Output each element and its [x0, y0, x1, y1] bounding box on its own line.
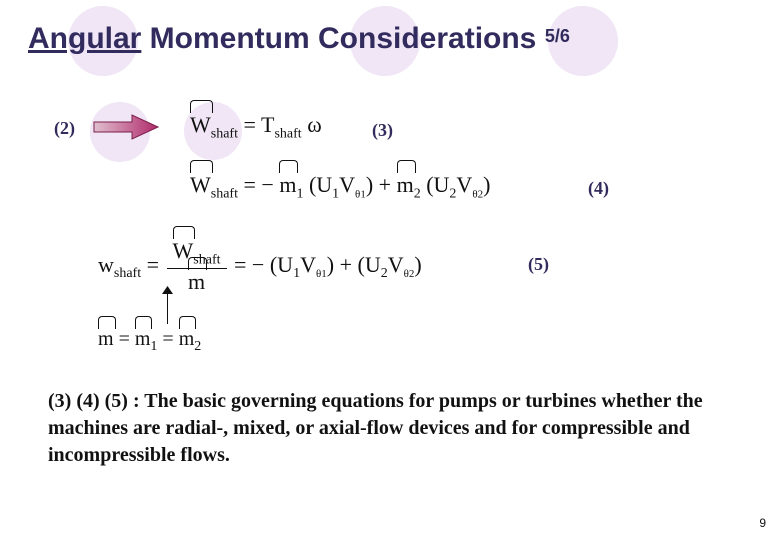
label-3: (3) [372, 120, 393, 141]
pointer-line [167, 290, 168, 324]
title-rest: Momentum Considerations [141, 22, 536, 55]
label-5: (5) [528, 254, 549, 275]
title-sup: 5/6 [545, 26, 570, 46]
equation-5: wshaft = Wshaft m = − (U1Vθ1) + (U2Vθ2) [98, 238, 422, 295]
label-4: (4) [588, 178, 609, 199]
page-title: Angular Momentum Considerations 5/6 [28, 22, 570, 56]
equation-4: Wshaft = − m1 (U1Vθ1) + m2 (U2Vθ2) [190, 172, 490, 202]
title-underlined: Angular [28, 22, 141, 55]
pointer-arrowhead [162, 286, 173, 294]
arrow-icon [92, 112, 162, 142]
equation-3: Wshaft = Tshaft ω [190, 112, 322, 142]
body-paragraph: (3) (4) (5) : The basic governing equati… [48, 388, 748, 469]
equation-6: m = m1 = m2 [98, 328, 201, 355]
page-number: 9 [759, 516, 766, 530]
label-2: (2) [54, 118, 75, 139]
